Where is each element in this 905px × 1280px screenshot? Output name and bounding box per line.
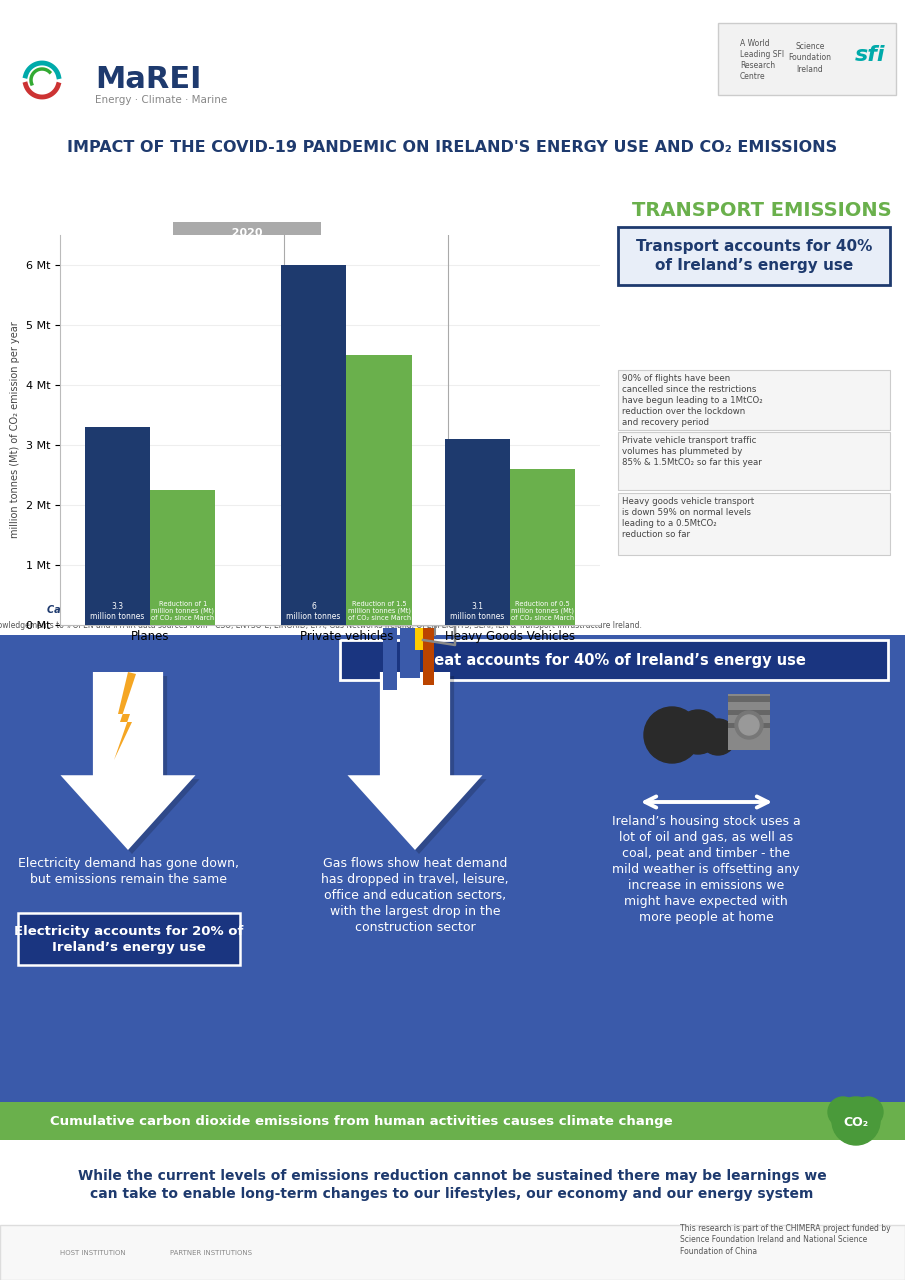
Text: Heat accounts for 40% of Ireland’s energy use: Heat accounts for 40% of Ireland’s energ…: [422, 653, 806, 667]
Polygon shape: [114, 672, 136, 760]
Text: HOST INSTITUTION: HOST INSTITUTION: [60, 1251, 126, 1256]
Text: Transport accounts for 40%
of Ireland’s energy use: Transport accounts for 40% of Ireland’s …: [636, 239, 872, 273]
Text: Reduction of 0.5
million tonnes (Mt)
of CO₂ since March: Reduction of 0.5 million tonnes (Mt) of …: [511, 600, 575, 621]
Text: Dec: Dec: [287, 324, 306, 333]
Bar: [618, 431, 890, 490]
Circle shape: [644, 707, 700, 763]
Bar: [174, 293, 222, 315]
Text: TRANSPORT EMISSIONS: TRANSPORT EMISSIONS: [633, 201, 891, 219]
Circle shape: [700, 719, 736, 755]
Bar: [84, 428, 150, 625]
Bar: [423, 628, 434, 685]
Bar: [224, 269, 271, 291]
Bar: [174, 269, 222, 291]
Bar: [174, 244, 222, 268]
Bar: [0, 1140, 905, 1280]
Text: PARTNER INSTITUTIONS: PARTNER INSTITUTIONS: [170, 1251, 252, 1256]
Text: Energy · Climate · Marine: Energy · Climate · Marine: [95, 95, 227, 105]
Text: Cumulative carbon dioxide emissions from human activities causes climate change: Cumulative carbon dioxide emissions from…: [50, 1115, 672, 1128]
Text: A World
Leading SFI
Research
Centre: A World Leading SFI Research Centre: [740, 38, 784, 81]
Circle shape: [739, 716, 759, 735]
Bar: [224, 244, 271, 268]
Bar: [0, 0, 905, 635]
Text: Ireland’s housing stock uses a
lot of oil and gas, as well as
coal, peat and tim: Ireland’s housing stock uses a lot of oi…: [612, 815, 800, 924]
Bar: [415, 628, 423, 650]
Polygon shape: [64, 676, 199, 854]
Bar: [728, 723, 770, 728]
Circle shape: [853, 1097, 883, 1126]
Text: Jun: Jun: [289, 275, 304, 284]
Bar: [173, 221, 321, 244]
Bar: [174, 317, 222, 339]
Polygon shape: [351, 676, 487, 854]
Bar: [400, 628, 420, 678]
Circle shape: [828, 1097, 858, 1126]
Text: Apr: Apr: [188, 275, 207, 284]
Bar: [0, 635, 905, 1102]
Text: Electricity accounts for 20% of
Ireland’s energy use: Electricity accounts for 20% of Ireland’…: [14, 924, 243, 954]
Text: Heavy goods vehicle transport
is down 59% on normal levels
leading to a 0.5MtCO₂: Heavy goods vehicle transport is down 59…: [622, 497, 754, 539]
Text: 6
million tonnes: 6 million tonnes: [287, 602, 341, 621]
Bar: [224, 293, 271, 315]
Bar: [510, 468, 576, 625]
Text: MaREI: MaREI: [95, 65, 202, 95]
Polygon shape: [348, 672, 482, 850]
Bar: [281, 265, 347, 625]
Bar: [728, 694, 770, 750]
Text: IMPACT OF THE COVID-19 PANDEMIC ON IRELAND'S ENERGY USE AND CO₂ EMISSIONS: IMPACT OF THE COVID-19 PANDEMIC ON IRELA…: [67, 141, 837, 155]
Text: Jul: Jul: [192, 300, 204, 308]
Bar: [347, 355, 412, 625]
Bar: [728, 696, 770, 701]
Bar: [618, 493, 890, 556]
Text: 2020: 2020: [224, 228, 270, 238]
Bar: [383, 628, 397, 690]
Text: Sep: Sep: [288, 300, 305, 308]
Text: While the current levels of emissions reduction cannot be sustained there may be: While the current levels of emissions re…: [78, 1170, 826, 1201]
Bar: [150, 490, 215, 625]
Text: 90% of flights have been
cancelled since the restrictions
have begun leading to : 90% of flights have been cancelled since…: [622, 374, 763, 428]
Bar: [173, 221, 321, 340]
Bar: [618, 370, 890, 430]
Bar: [224, 317, 271, 339]
Text: Oct: Oct: [189, 324, 205, 333]
Circle shape: [735, 710, 763, 739]
Bar: [272, 293, 320, 315]
Text: Private vehicle transport traffic
volumes has plummeted by
85% & 1.5MtCO₂ so far: Private vehicle transport traffic volume…: [622, 436, 762, 467]
Bar: [272, 269, 320, 291]
Polygon shape: [61, 672, 195, 850]
Text: Electricity demand has gone down,
but emissions remain the same: Electricity demand has gone down, but em…: [17, 858, 239, 886]
Text: 3.3
million tonnes: 3.3 million tonnes: [90, 602, 145, 621]
Bar: [444, 439, 510, 625]
Text: Gas flows show heat demand
has dropped in travel, leisure,
office and education : Gas flows show heat demand has dropped i…: [321, 858, 509, 934]
Bar: [718, 23, 896, 95]
Circle shape: [33, 70, 51, 90]
Text: Feb: Feb: [239, 251, 255, 261]
Text: Mar: Mar: [286, 251, 307, 261]
Text: Calculation assumptions are based on a 12 week lockdown and a 12 week ramp up to: Calculation assumptions are based on a 1…: [47, 605, 573, 614]
Bar: [18, 913, 240, 965]
Text: CO₂: CO₂: [843, 1116, 869, 1129]
Text: May: May: [236, 275, 258, 284]
Bar: [272, 317, 320, 339]
Text: Reduction of 1.5
million tonnes (Mt)
of CO₂ since March: Reduction of 1.5 million tonnes (Mt) of …: [348, 600, 411, 621]
Circle shape: [832, 1097, 880, 1146]
Bar: [618, 227, 890, 285]
Bar: [0, 1102, 905, 1140]
Bar: [340, 640, 888, 680]
Text: Jan: Jan: [190, 251, 205, 261]
Text: sfi: sfi: [854, 45, 885, 65]
Text: Reduction of 1
million tonnes (Mt)
of CO₂ since March: Reduction of 1 million tonnes (Mt) of CO…: [151, 600, 214, 621]
Text: 3.1
million tonnes: 3.1 million tonnes: [450, 602, 504, 621]
Circle shape: [676, 710, 720, 754]
Text: Acknowledgements to #OPEN and #FAIR data sources from - CSO, ENTSO-E, EIRGRID, E: Acknowledgements to #OPEN and #FAIR data…: [0, 622, 642, 631]
Y-axis label: million tonnes (Mt) of CO₂ emission per year: million tonnes (Mt) of CO₂ emission per …: [10, 321, 20, 539]
Bar: [0, 1225, 905, 1280]
Text: This research is part of the CHIMERA project funded by
Science Foundation Irelan: This research is part of the CHIMERA pro…: [680, 1225, 891, 1256]
Text: Nov: Nov: [238, 324, 256, 333]
Bar: [728, 710, 770, 716]
Text: Science
Foundation
Ireland: Science Foundation Ireland: [788, 42, 832, 73]
Text: Aug: Aug: [238, 300, 256, 308]
Bar: [272, 244, 320, 268]
